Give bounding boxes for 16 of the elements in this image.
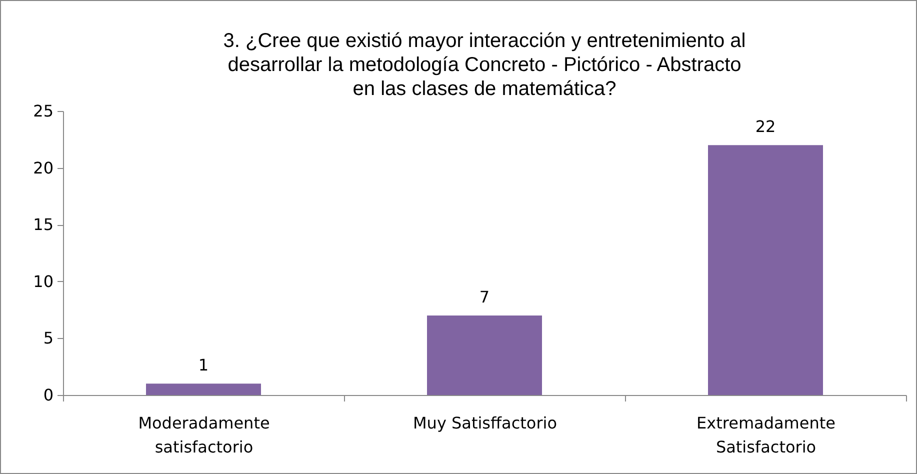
y-tick-label: 25 [33,102,54,120]
y-tick-label: 20 [33,158,54,178]
y-tick-label: 0 [43,386,54,404]
bar [146,384,261,395]
data-label: 1 [198,356,209,375]
y-tick-label: 10 [33,272,54,291]
y-tick-label: 15 [33,215,54,234]
data-label: 7 [479,287,490,306]
bar [708,145,823,395]
y-tick-label: 5 [43,328,54,348]
x-tick-label: Extremadamente Satisfactorio [696,414,836,456]
bar [427,315,542,395]
data-label: 22 [755,117,776,136]
x-tick-label: Muy Satisffactorio [412,414,558,432]
x-tick-label: Moderadamente satisfactorio [138,414,270,456]
chart-title: 3. ¿Cree que existió mayor interacción y entretenimiento al desarrollar la metodología Concreto - Pictórico - Abstracto en las clases de matemática? [223,30,746,100]
